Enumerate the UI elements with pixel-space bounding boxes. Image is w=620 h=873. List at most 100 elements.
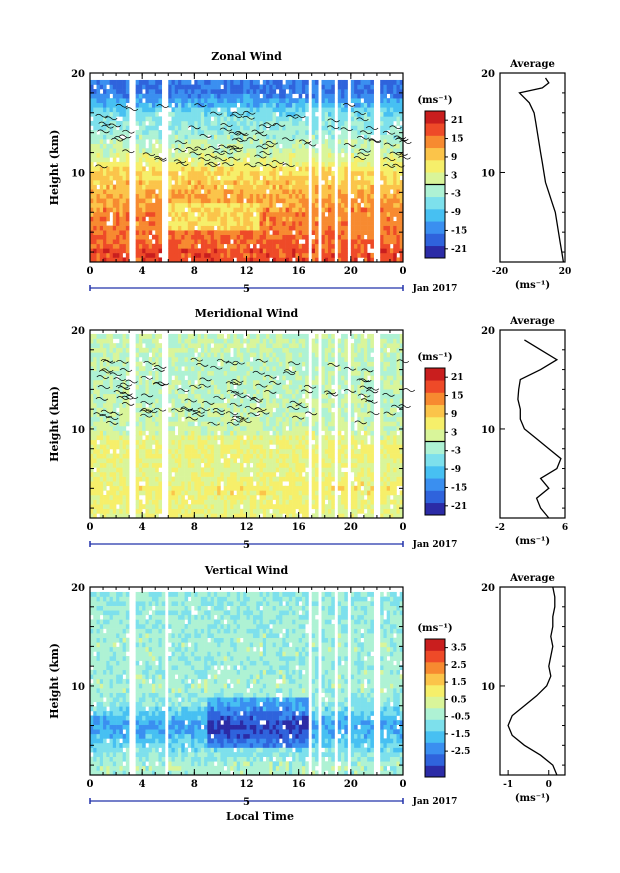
heatmap-cell [168,193,172,199]
heatmap-cell [96,252,101,258]
heatmap-cell [223,148,228,154]
heatmap-cell [213,458,218,464]
heatmap-cell [187,439,192,445]
heatmap-cell [337,170,342,176]
heatmap-cell [246,134,251,140]
heatmap-cell [171,230,176,235]
heatmap-cell [311,221,316,226]
heatmap-cell [282,102,286,108]
heatmap-cell [135,211,140,217]
heatmap-cell [321,120,326,126]
heatmap-cell [243,193,247,199]
contour-line [220,150,234,155]
heatmap-cell [116,89,120,94]
heatmap-cell [96,494,101,500]
heatmap-cell [259,111,264,117]
heatmap-cell [151,161,156,167]
heatmap-cell [122,425,127,431]
heatmap-cell [119,384,123,390]
heatmap-cell [380,257,384,263]
heatmap-cell [187,476,192,482]
heatmap-cell [191,130,195,135]
heatmap-cell [350,161,355,167]
heatmap-cell [253,189,257,195]
heatmap-cell [112,471,117,477]
heatmap-cell [331,243,335,249]
heatmap-cell [103,79,107,85]
heatmap-cell [298,120,303,126]
heatmap-cell [191,347,195,353]
heatmap-cell [393,93,397,99]
heatmap-cell [396,211,401,217]
heatmap-cell [168,252,172,258]
heatmap-cell [354,111,358,117]
heatmap-cell [269,180,273,185]
heatmap-cell [191,398,195,404]
heatmap-cell [116,481,120,487]
heatmap-cell [191,444,195,450]
heatmap-cell [122,430,127,436]
heatmap-cell [158,175,163,181]
heatmap-cell [301,161,306,167]
heatmap-cell [168,439,172,445]
heatmap-cell [305,161,309,167]
heatmap-cell [187,211,192,217]
heatmap-cell [112,508,117,514]
heatmap-cell [328,198,332,204]
heatmap-cell [109,166,114,172]
heatmap-cell [262,166,267,172]
heatmap-cell [187,139,192,144]
heatmap-cell [155,471,159,477]
heatmap-cell [204,471,208,477]
heatmap-cell [311,89,316,94]
heatmap-cell [197,98,202,104]
heatmap-cell [135,157,140,163]
heatmap-cell [331,98,335,104]
heatmap-cell [200,393,205,399]
heatmap-cell [174,476,179,482]
heatmap-cell [191,152,195,158]
heatmap-cell [285,257,290,263]
heatmap-cell [106,439,110,445]
heatmap-cell [262,175,267,181]
heatmap-cell [155,412,159,418]
heatmap-cell [151,490,156,496]
heatmap-cell [269,166,273,172]
heatmap-cell [253,98,257,104]
heatmap-cell [148,107,153,113]
heatmap-cell [171,421,176,427]
colorbar-tick-label: -15 [451,226,467,236]
heatmap-cell [295,221,299,226]
heatmap-cell [354,230,358,235]
heatmap-cell [282,148,286,154]
contour-line [111,137,124,142]
heatmap-cell [138,207,143,213]
heatmap-cell [116,398,120,404]
heatmap-cell [233,139,238,144]
heatmap-cell [370,166,374,172]
heatmap-cell [272,89,277,94]
heatmap-cell [119,79,123,85]
heatmap-cell [109,476,114,482]
heatmap-cell [184,125,189,131]
heatmap-cell [168,202,172,208]
heatmap-cell [106,89,110,94]
heatmap-cell [184,134,189,140]
heatmap-cell [96,116,101,122]
heatmap-cell [239,161,244,167]
heatmap-cell [370,211,374,217]
heatmap-cell [275,234,280,240]
heatmap-cell [138,211,143,217]
heatmap-cell [357,252,361,258]
heatmap-cell [151,89,156,94]
heatmap-cell [168,430,172,436]
heatmap-cell [266,98,270,104]
heatmap-cell [311,93,316,99]
heatmap-cell [236,93,241,99]
heatmap-cell [125,239,130,245]
heatmap-cell [99,490,104,496]
heatmap-cell [135,230,140,235]
heatmap-cell [210,193,215,199]
heatmap-cell [158,476,163,482]
heatmap-cell [112,161,117,167]
